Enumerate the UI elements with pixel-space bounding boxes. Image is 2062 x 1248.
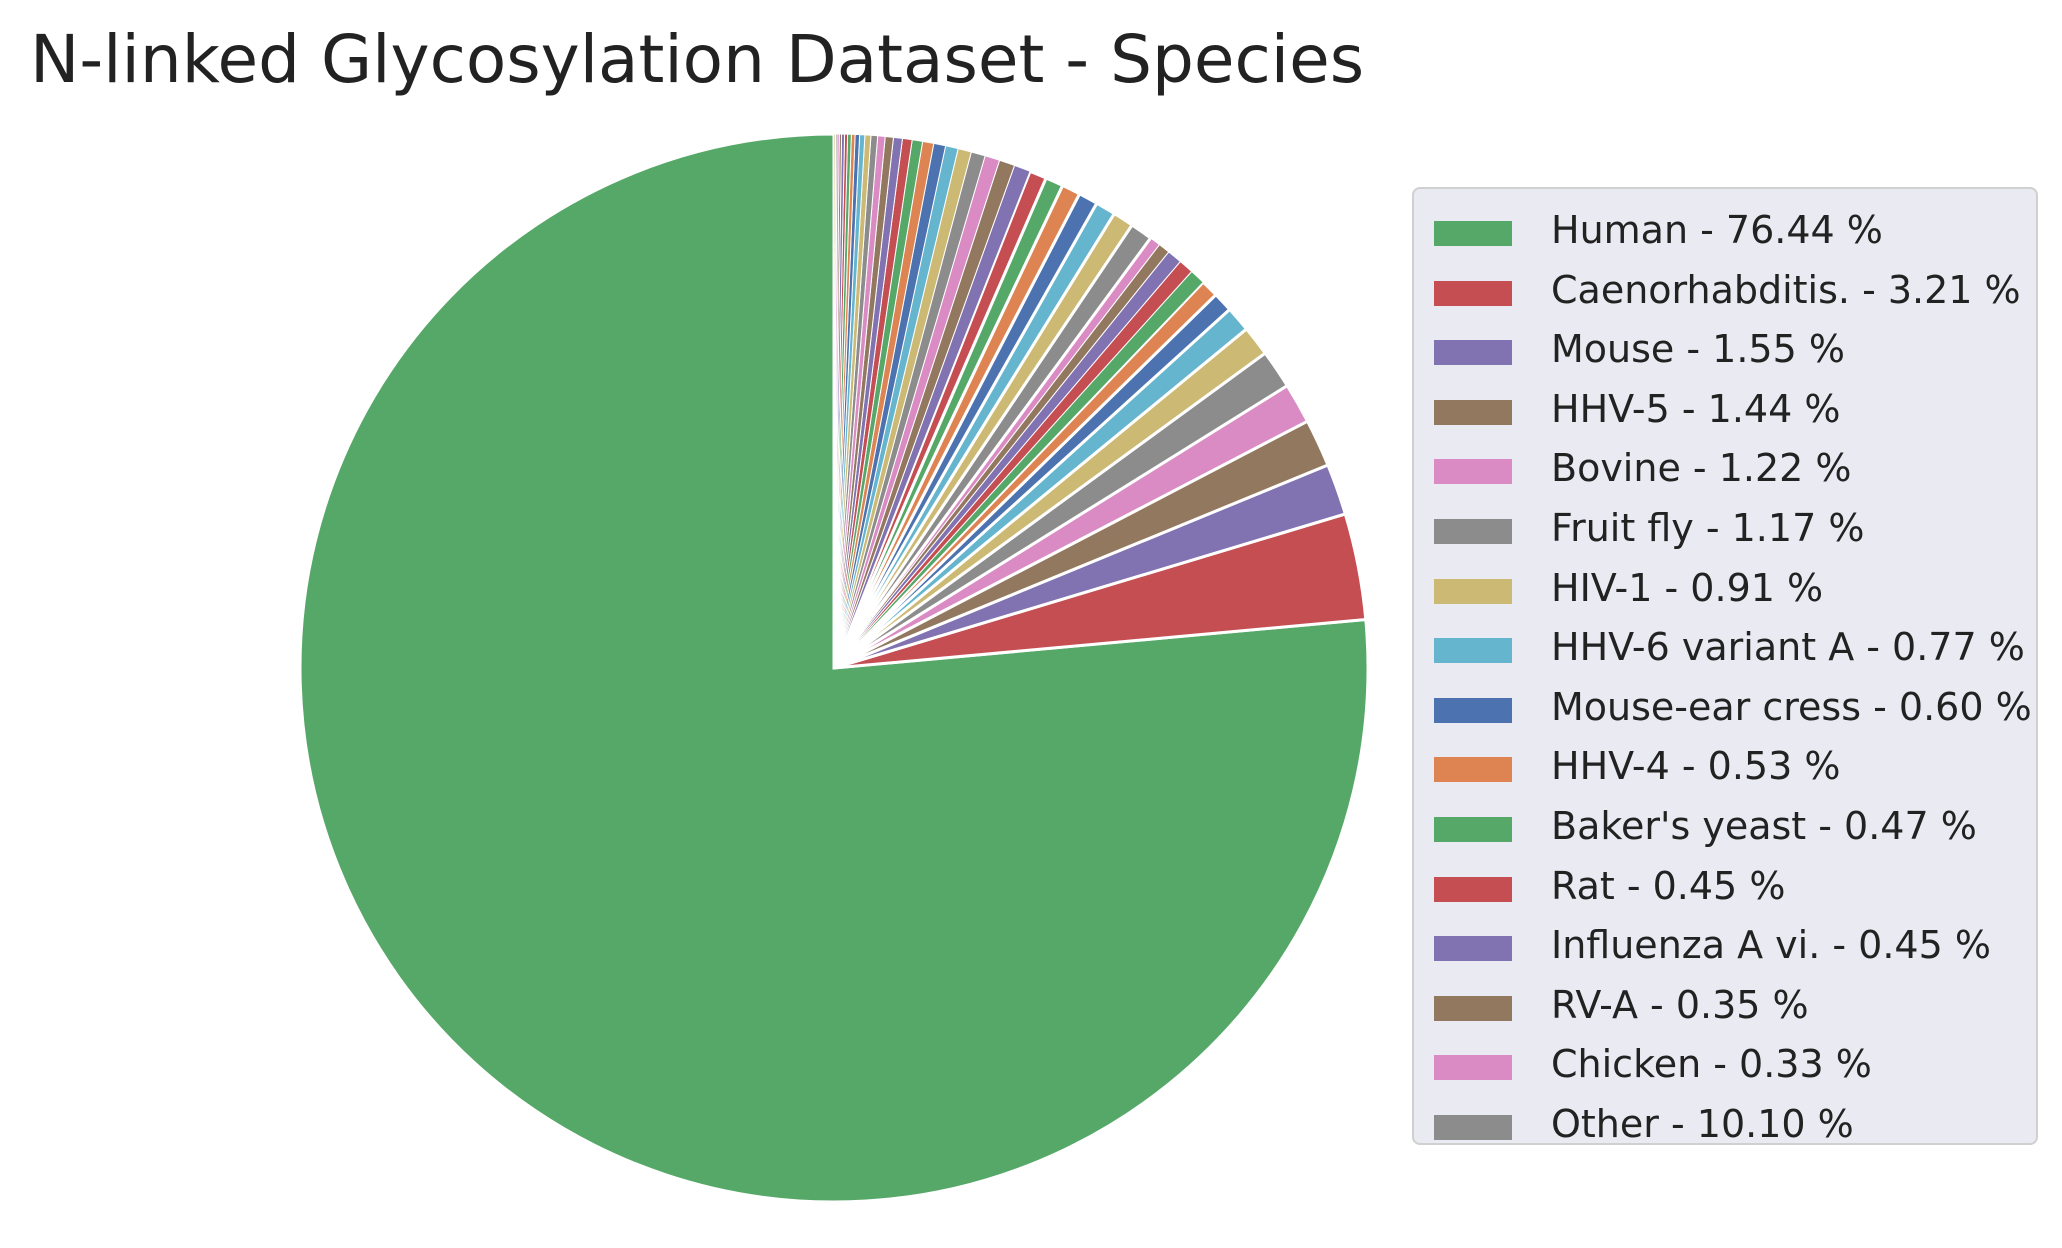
legend-swatch — [1434, 638, 1512, 664]
legend-swatch — [1434, 459, 1512, 485]
legend-label: HHV-6 variant A - 0.77 % — [1551, 625, 2025, 670]
legend-swatch — [1434, 817, 1512, 842]
legend-swatch — [1434, 280, 1512, 306]
legend-item-rv-a: RV-A - 0.35 % — [1414, 974, 2036, 1033]
chart-title: N-linked Glycosylation Dataset - Species — [30, 21, 1365, 98]
legend-label: Other - 10.10 % — [1551, 1102, 1854, 1146]
legend-item-human: Human - 76.44 % — [1414, 199, 2036, 258]
legend-label: Bovine - 1.22 % — [1551, 446, 1852, 491]
legend-item-other: Other - 10.10 % — [1414, 1093, 2036, 1152]
legend-item-fruit-fly: Fruit fly - 1.17 % — [1414, 497, 2036, 556]
legend-swatch — [1434, 697, 1512, 723]
legend-item-hhv-6-variant-a: HHV-6 variant A - 0.77 % — [1414, 616, 2036, 675]
legend-item-influenza-a-vi-: Influenza A vi. - 0.45 % — [1414, 914, 2036, 973]
legend-label: Influenza A vi. - 0.45 % — [1551, 923, 1991, 968]
legend-item-hhv-5: HHV-5 - 1.44 % — [1414, 378, 2036, 437]
legend-label: Baker's yeast - 0.47 % — [1551, 804, 1977, 848]
legend-item-hhv-4: HHV-4 - 0.53 % — [1414, 735, 2036, 794]
legend-swatch — [1434, 399, 1512, 425]
legend-label: Mouse - 1.55 % — [1551, 327, 1845, 372]
legend-label: Human - 76.44 % — [1551, 208, 1883, 252]
legend-swatch — [1434, 936, 1512, 962]
legend-swatch — [1434, 221, 1512, 246]
legend-label: Fruit fly - 1.17 % — [1551, 506, 1865, 550]
pie-chart — [298, 132, 1370, 1204]
legend-item-hiv-1: HIV-1 - 0.91 % — [1414, 557, 2036, 616]
legend-swatch — [1434, 1055, 1512, 1081]
legend-swatch — [1434, 1115, 1512, 1140]
legend-label: Rat - 0.45 % — [1551, 863, 1786, 908]
legend-label: RV-A - 0.35 % — [1551, 982, 1809, 1027]
legend-swatch — [1434, 995, 1512, 1021]
legend-label: Chicken - 0.33 % — [1551, 1042, 1872, 1087]
legend-label: Mouse-ear cress - 0.60 % — [1551, 684, 2032, 729]
legend-item-mouse-ear-cress: Mouse-ear cress - 0.60 % — [1414, 676, 2036, 735]
legend-item-chicken: Chicken - 0.33 % — [1414, 1033, 2036, 1092]
legend-item-caenorhabditis-: Caenorhabditis. - 3.21 % — [1414, 259, 2036, 318]
legend-item-bovine: Bovine - 1.22 % — [1414, 437, 2036, 496]
legend-label: HHV-4 - 0.53 % — [1551, 744, 1841, 789]
legend-label: Caenorhabditis. - 3.21 % — [1551, 267, 2021, 312]
pie-slice-other-32 — [833, 133, 837, 669]
legend-swatch — [1434, 876, 1512, 902]
legend-swatch — [1434, 757, 1512, 783]
legend-item-rat: Rat - 0.45 % — [1414, 855, 2036, 914]
legend-item-baker-s-yeast: Baker's yeast - 0.47 % — [1414, 795, 2036, 854]
legend-label: HIV-1 - 0.91 % — [1551, 565, 1824, 610]
legend: Human - 76.44 % Caenorhabditis. - 3.21 % M… — [1412, 187, 2038, 1146]
legend-swatch — [1434, 519, 1512, 544]
legend-swatch — [1434, 340, 1512, 366]
legend-item-mouse: Mouse - 1.55 % — [1414, 318, 2036, 377]
legend-label: HHV-5 - 1.44 % — [1551, 386, 1841, 431]
legend-swatch — [1434, 578, 1512, 604]
